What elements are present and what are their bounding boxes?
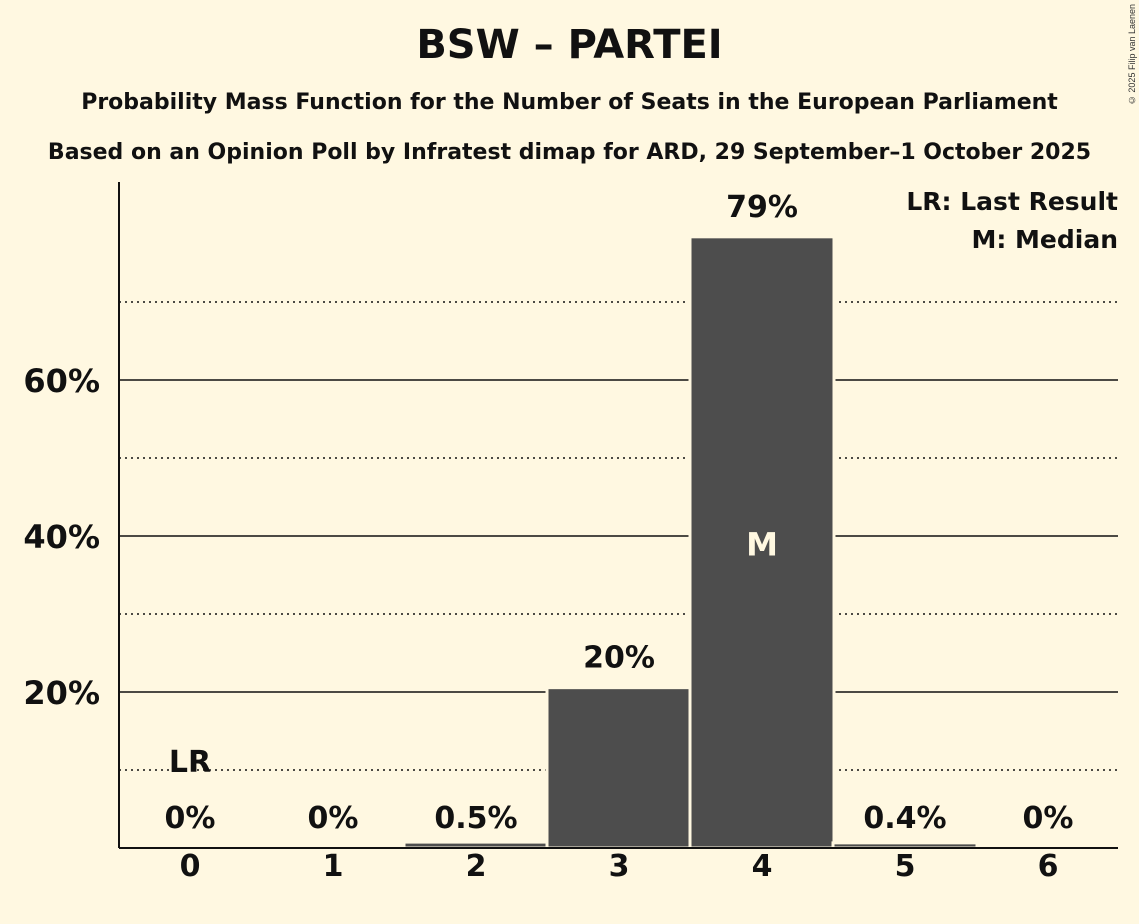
bar — [688, 235, 836, 850]
bar-value-label: 20% — [583, 641, 655, 676]
bar-value-label: 79% — [726, 190, 798, 225]
bar-value-label: 0.5% — [434, 801, 517, 836]
bar-value-label: 0.4% — [863, 801, 946, 836]
last-result-marker: LR — [169, 745, 211, 780]
bar-value-label: 0% — [308, 801, 359, 836]
y-tick-label: 20% — [23, 674, 100, 712]
bar — [545, 686, 693, 850]
chart-subtitle-source: Based on an Opinion Poll by Infratest di… — [47, 140, 1092, 165]
x-tick-label: 4 — [752, 849, 773, 884]
y-tick-label: 40% — [23, 518, 100, 556]
bar-value-label: 0% — [165, 801, 216, 836]
x-tick-label: 0 — [180, 849, 201, 884]
y-tick-label: 60% — [23, 362, 100, 400]
bar-value-label: 0% — [1023, 801, 1074, 836]
x-tick-label: 5 — [895, 849, 916, 884]
x-tick-label: 1 — [323, 849, 344, 884]
legend-entry: LR: Last Result — [906, 187, 1118, 216]
x-tick-label: 6 — [1038, 849, 1059, 884]
median-marker: M — [746, 525, 778, 563]
chart-title: BSW – PARTEI — [416, 22, 723, 68]
x-tick-label: 2 — [466, 849, 487, 884]
legend-entry: M: Median — [971, 225, 1118, 254]
chart-subtitle: Probability Mass Function for the Number… — [81, 90, 1058, 115]
x-tick-label: 3 — [609, 849, 630, 884]
